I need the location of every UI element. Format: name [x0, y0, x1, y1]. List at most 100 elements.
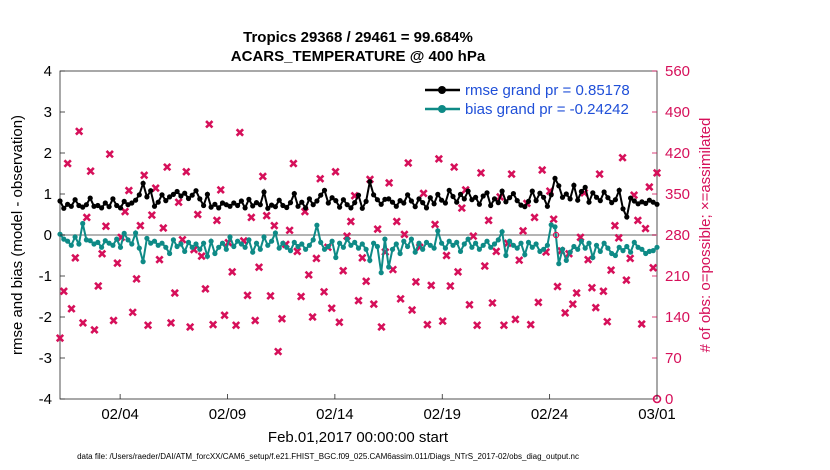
bias-point — [431, 245, 437, 251]
rmse-point — [586, 199, 592, 205]
y-tick-label: 3 — [44, 104, 52, 121]
obs-point — [453, 267, 463, 277]
obs-point — [568, 299, 577, 309]
obs-point — [599, 287, 608, 296]
bias-point — [337, 240, 343, 246]
bias-point — [507, 238, 513, 244]
x-tick-label: 02/04 — [101, 406, 139, 423]
obs-point — [193, 210, 202, 219]
rmse-point — [310, 202, 316, 208]
rmse-point — [382, 196, 388, 202]
obs-point — [480, 261, 489, 271]
bias-point — [276, 245, 282, 251]
obs-possible-point — [552, 231, 560, 239]
rmse-point — [295, 203, 301, 209]
rmse-point — [442, 200, 448, 206]
y-right-tick-label: 560 — [665, 63, 690, 80]
obs-point — [147, 210, 156, 220]
rmse-point — [159, 192, 165, 198]
obs-point — [649, 263, 658, 272]
rmse-point — [340, 197, 346, 203]
obs-point — [622, 275, 631, 285]
rmse-point — [503, 199, 509, 205]
bias-point — [620, 248, 626, 254]
bias-point — [193, 241, 199, 247]
obs-possible-marker-layer — [552, 231, 662, 404]
rmse-point — [593, 194, 600, 200]
y-tick-label: 2 — [44, 145, 52, 162]
bias-point — [488, 244, 494, 250]
obs-point — [396, 294, 405, 303]
bias-point — [590, 254, 596, 261]
obs-point — [155, 255, 164, 264]
rmse-point — [265, 205, 271, 211]
rmse-point — [423, 205, 430, 211]
obs-point — [151, 184, 160, 193]
obs-point — [71, 253, 80, 262]
obs-point — [358, 253, 367, 262]
obs-point — [633, 216, 642, 225]
bias-point — [170, 237, 176, 243]
bias-point — [212, 250, 218, 257]
bias-point — [476, 246, 482, 252]
obs-point — [132, 274, 141, 284]
obs-point — [362, 277, 371, 286]
bias-point — [559, 246, 566, 252]
bias-point — [416, 240, 422, 246]
rmse-point — [102, 200, 108, 206]
rmse-point — [114, 202, 120, 209]
rmse-point — [559, 194, 566, 200]
rmse-point — [367, 179, 373, 185]
bias-point — [363, 246, 369, 252]
rmse-point — [590, 190, 596, 196]
rmse-point — [476, 201, 482, 207]
rmse-point — [420, 200, 426, 206]
obs-point — [75, 127, 84, 136]
rmse-point — [405, 192, 411, 198]
bias-point — [582, 245, 588, 251]
obs-point — [86, 167, 95, 176]
obs-point — [143, 321, 153, 330]
rmse-point — [491, 196, 498, 202]
obs-point — [518, 226, 528, 236]
x-tick-label: 02/24 — [531, 406, 569, 423]
obs-point — [67, 304, 76, 313]
bias-point — [125, 237, 131, 243]
rmse-point — [216, 205, 222, 211]
bias-point — [355, 245, 362, 251]
obs-point — [400, 230, 409, 239]
bias-point — [533, 241, 539, 247]
bias-point — [117, 244, 124, 250]
obs-point — [526, 320, 535, 329]
legend-rmse-label: rmse grand pr = 0.85178 — [465, 82, 630, 99]
obs-point — [274, 347, 283, 356]
bias-point — [439, 240, 445, 246]
rmse-point — [439, 197, 445, 203]
bias-point — [68, 242, 74, 248]
rmse-point — [514, 198, 520, 204]
rmse-point — [601, 189, 607, 195]
obs-point — [610, 221, 620, 230]
obs-point — [220, 311, 229, 320]
bias-point — [151, 238, 158, 244]
obs-point — [94, 281, 103, 291]
bias-point — [405, 243, 411, 250]
obs-point — [243, 291, 252, 300]
bias-point — [446, 238, 452, 244]
bias-point — [189, 244, 195, 250]
obs-point — [392, 217, 401, 226]
rmse-point — [484, 190, 490, 196]
rmse-point — [371, 192, 377, 198]
rmse-point — [99, 205, 105, 211]
x-axis: 02/04 02/09 02/14 02/19 02/24 03/01 — [101, 394, 676, 423]
obs-point — [212, 216, 222, 225]
rmse-point — [416, 196, 422, 202]
rmse-point — [227, 203, 233, 209]
rmse-point — [563, 191, 569, 197]
bias-point — [106, 240, 112, 246]
bias-point — [382, 236, 388, 242]
legend: rmse grand pr = 0.85178 bias grand pr = … — [425, 82, 630, 118]
bias-point — [473, 240, 479, 246]
x-tick-label: 02/14 — [316, 406, 354, 423]
